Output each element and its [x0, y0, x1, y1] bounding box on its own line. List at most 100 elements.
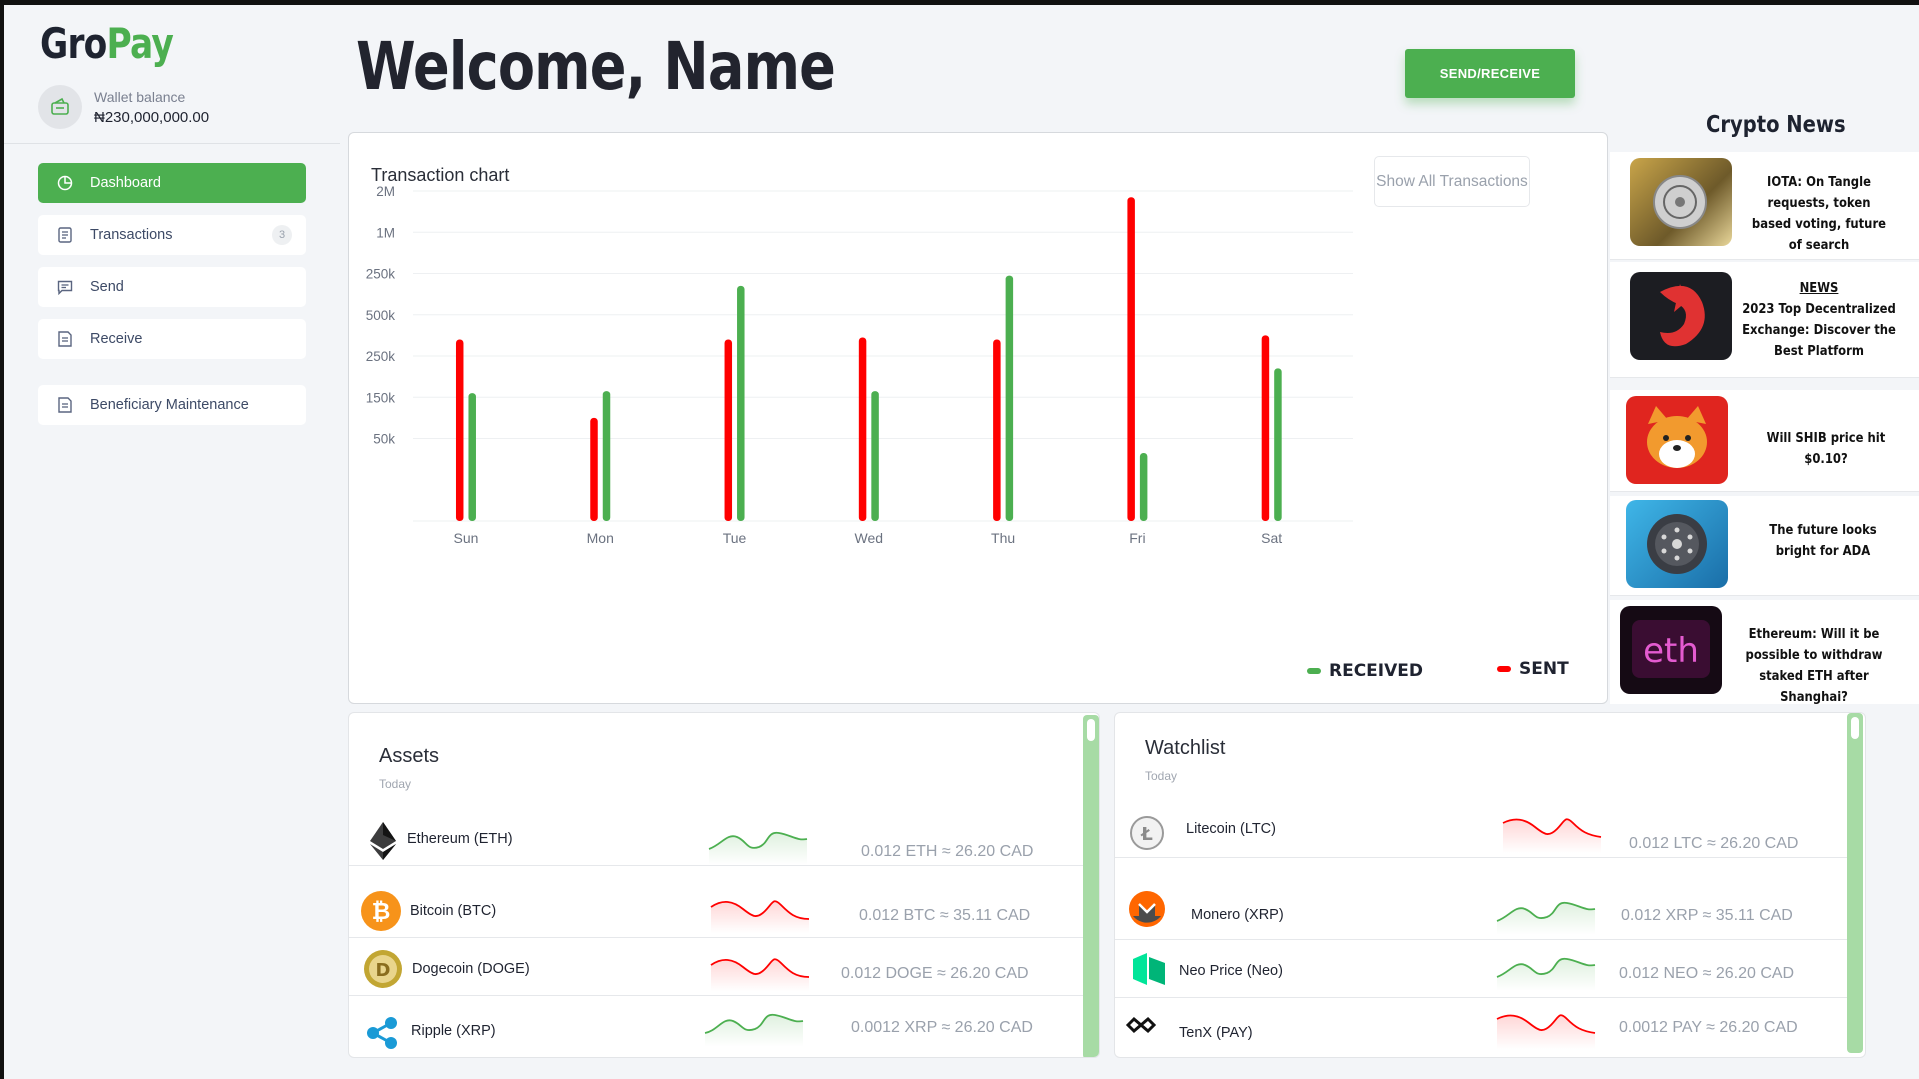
- news-text: The future looks bright for ADA: [1769, 522, 1877, 559]
- watchlist-subtitle: Today: [1145, 769, 1178, 783]
- show-all-transactions-button[interactable]: Show All Transactions: [1374, 156, 1530, 207]
- x-tick-label: Fri: [1129, 530, 1145, 546]
- x-tick-label: Sat: [1261, 530, 1282, 546]
- bar-received: [1005, 275, 1014, 521]
- nav-beneficiary-maintenance[interactable]: Beneficiary Maintenance: [38, 385, 306, 425]
- page-title: Welcome, Name: [356, 28, 836, 105]
- row-divider: [1115, 997, 1849, 998]
- bar-sent: [993, 339, 1001, 521]
- svg-text:Ł: Ł: [1140, 824, 1153, 845]
- nav-dashboard-label: Dashboard: [90, 175, 161, 191]
- watch-value: 0.012 XRP ≈ 35.11 CAD: [1621, 907, 1793, 924]
- sparkline-up: [704, 1013, 804, 1047]
- x-tick-label: Thu: [991, 530, 1015, 546]
- wallet-label: Wallet balance: [94, 88, 186, 105]
- bar-received: [468, 393, 476, 521]
- wallet-icon: [38, 85, 82, 129]
- sparkline-up: [708, 831, 808, 865]
- sidebar: GroPay Wallet balance ₦230,000,000.00 Da…: [4, 5, 344, 1079]
- shiba-inu-image: [1626, 396, 1728, 484]
- dex-logo-image: [1630, 272, 1732, 360]
- legend-swatch-received: [1307, 668, 1321, 674]
- asset-name: Ripple (XRP): [411, 1023, 496, 1039]
- y-tick-label: 150k: [366, 390, 396, 405]
- window-left-border: [0, 0, 4, 1079]
- x-tick-label: Wed: [855, 530, 884, 546]
- cardano-coin-image: [1626, 500, 1728, 588]
- tenx-icon: [1121, 1005, 1161, 1045]
- news-item[interactable]: Will SHIB price hit $0.10?: [1610, 390, 1919, 492]
- brand-part2: Pay: [106, 19, 173, 68]
- sparkline-up: [1496, 901, 1596, 935]
- bar-received: [871, 391, 879, 521]
- watch-name: Neo Price (Neo): [1179, 963, 1283, 979]
- asset-name: Dogecoin (DOGE): [412, 961, 530, 977]
- news-item[interactable]: NEWS 2023 Top Decentralized Exchange: Di…: [1610, 262, 1919, 378]
- y-tick-label: 500k: [366, 308, 396, 323]
- assets-title: Assets: [379, 745, 440, 767]
- nav-transactions[interactable]: Transactions 3: [38, 215, 306, 255]
- bar-received: [1274, 368, 1282, 521]
- pie-chart-icon: [56, 174, 74, 192]
- bitcoin-icon: ₿: [361, 891, 401, 931]
- nav-transactions-label: Transactions: [90, 227, 173, 243]
- window-top-border: [0, 0, 1919, 5]
- chart-title: Transaction chart: [371, 165, 510, 185]
- legend-received[interactable]: RECEIVED: [1307, 661, 1423, 681]
- svg-text:D: D: [376, 960, 391, 981]
- nav-receive[interactable]: Receive: [38, 319, 306, 359]
- watch-value: 0.012 LTC ≈ 26.20 CAD: [1629, 835, 1799, 852]
- asset-value: 0.012 BTC ≈ 35.11 CAD: [859, 907, 1031, 924]
- legend-sent[interactable]: SENT: [1497, 659, 1569, 679]
- watchlist-card: Watchlist Today Ł Litecoin (LTC) 0.012 L…: [1114, 712, 1866, 1058]
- y-tick-label: 250k: [366, 349, 396, 364]
- asset-value: 0.0012 XRP ≈ 26.20 CAD: [851, 1019, 1033, 1036]
- news-text: Ethereum: Will it be possible to withdra…: [1745, 626, 1883, 705]
- legend-label-received: RECEIVED: [1329, 661, 1423, 681]
- scrollbar-thumb[interactable]: [1851, 717, 1859, 739]
- transaction-chart: 2M 1M 250k 500k 250k 150k 50k Sun Mon Tue Wed Thu Fr…: [366, 184, 1353, 546]
- wallet-amount: ₦230,000,000.00: [94, 108, 210, 126]
- news-text: NEWS 2023 Top Decentralized Exchange: Di…: [1739, 278, 1899, 362]
- watch-value: 0.012 NEO ≈ 26.20 CAD: [1619, 965, 1795, 982]
- document-icon: [56, 226, 74, 244]
- news-text: IOTA: On Tangle requests, token based vo…: [1751, 174, 1887, 253]
- bar-sent: [590, 417, 598, 521]
- x-tick-label: Tue: [723, 530, 747, 546]
- bar-received: [602, 391, 611, 521]
- brand-logo[interactable]: GroPay: [40, 19, 174, 68]
- eth-neon-image: eth: [1620, 606, 1722, 694]
- transactions-count-badge: 3: [272, 225, 292, 245]
- legend-label-sent: SENT: [1519, 659, 1569, 679]
- bar-sent: [1261, 335, 1270, 521]
- nav-receive-label: Receive: [90, 331, 143, 347]
- svg-text:₿: ₿: [372, 899, 391, 925]
- send-receive-button[interactable]: SEND/RECEIVE: [1405, 49, 1575, 98]
- nav-dashboard[interactable]: Dashboard: [38, 163, 306, 203]
- asset-name: Ethereum (ETH): [407, 831, 513, 847]
- scrollbar-thumb[interactable]: [1087, 719, 1095, 741]
- asset-value: 0.012 DOGE ≈ 26.20 CAD: [841, 965, 1029, 982]
- bar-sent: [1127, 197, 1135, 521]
- watch-name: Monero (XRP): [1191, 907, 1284, 923]
- crypto-news-title: Crypto News: [1706, 112, 1846, 138]
- news-headline: 2023 Top Decentralized Exchange: Discove…: [1742, 301, 1896, 359]
- news-item[interactable]: eth Ethereum: Will it be possible to wit…: [1610, 600, 1919, 705]
- bar-received: [737, 285, 745, 521]
- news-item[interactable]: The future looks bright for ADA: [1610, 496, 1919, 596]
- bar-sent: [455, 339, 464, 521]
- assets-scrollbar[interactable]: [1083, 715, 1099, 1057]
- brand-part1: Gro: [40, 19, 107, 68]
- sparkline-down: [1496, 1014, 1596, 1049]
- wallet-balance: Wallet balance ₦230,000,000.00: [38, 85, 209, 129]
- watchlist-scrollbar[interactable]: [1847, 713, 1863, 1053]
- sidebar-nav: Dashboard Transactions 3 Send Receive Be…: [38, 163, 306, 437]
- y-tick-label: 2M: [376, 184, 395, 199]
- ethereum-icon: [363, 821, 403, 861]
- nav-send[interactable]: Send: [38, 267, 306, 307]
- dogecoin-icon: D: [363, 949, 403, 989]
- news-item[interactable]: IOTA: On Tangle requests, token based vo…: [1610, 152, 1919, 260]
- watchlist-title: Watchlist: [1145, 737, 1226, 759]
- nav-beneficiary-label: Beneficiary Maintenance: [90, 397, 249, 413]
- row-divider: [349, 995, 1083, 996]
